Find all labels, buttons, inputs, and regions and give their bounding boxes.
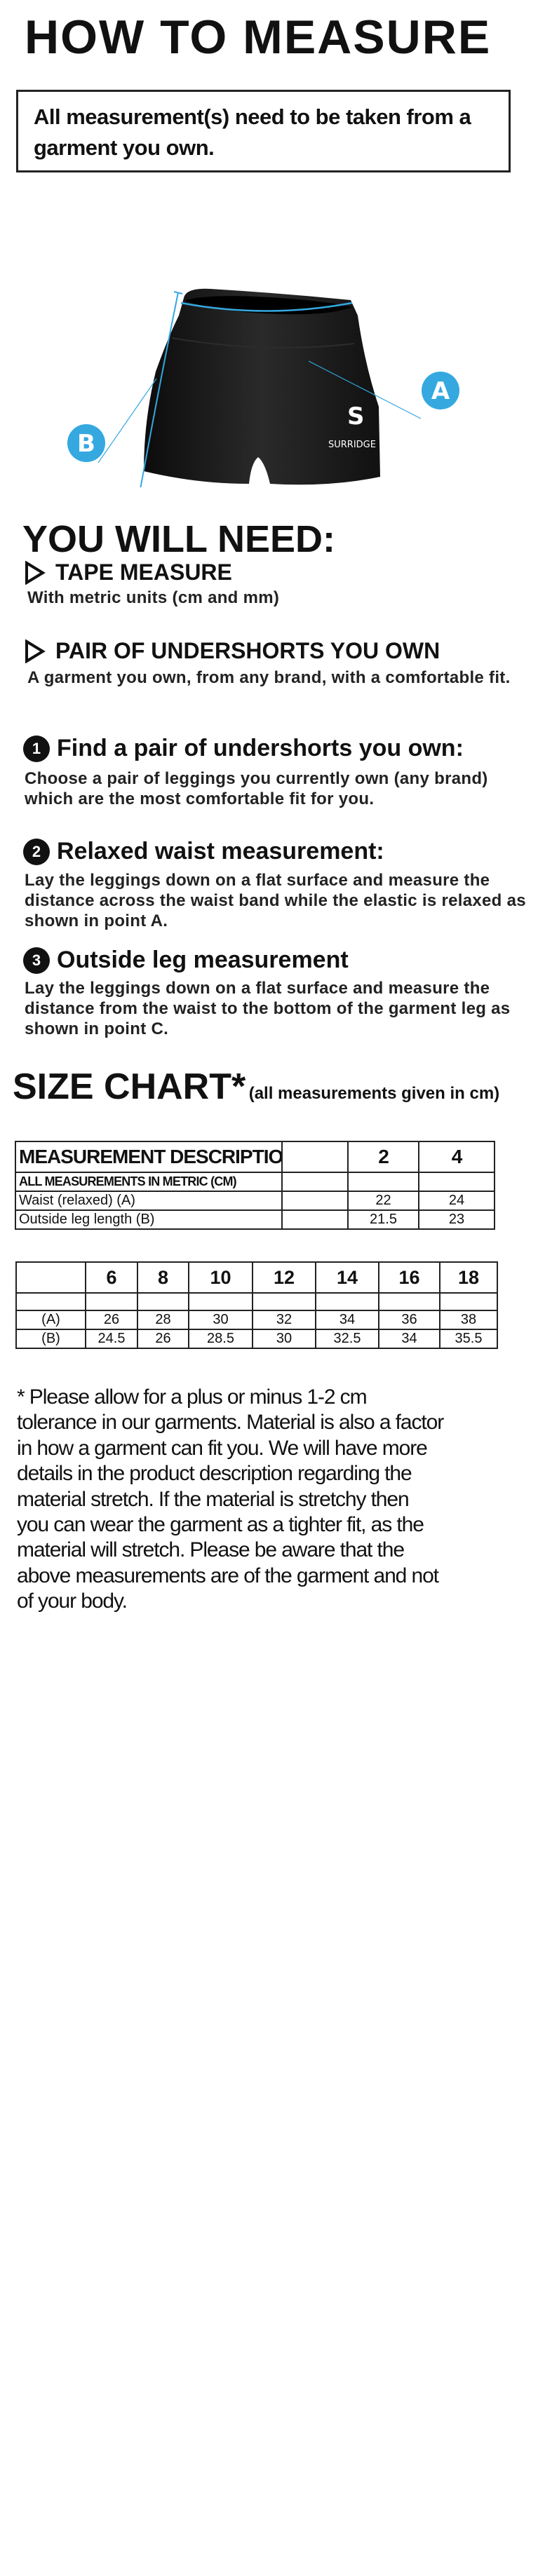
table-subheader-row: ALL MEASUREMENTS IN METRIC (CM) bbox=[15, 1172, 495, 1192]
table-cell bbox=[15, 1292, 86, 1311]
header-cell: 4 bbox=[418, 1141, 495, 1173]
point-a-marker: A bbox=[422, 372, 459, 409]
tolerance-footnote: * Please allow for a plus or minus 1-2 c… bbox=[17, 1385, 444, 1613]
table-cell: 24 bbox=[418, 1191, 495, 1211]
table-cell: 28.5 bbox=[188, 1329, 253, 1349]
table-cell bbox=[315, 1292, 379, 1311]
header-cell: 6 bbox=[85, 1261, 138, 1294]
need-item-title: TAPE MEASURE bbox=[55, 560, 232, 585]
header-cell: 16 bbox=[378, 1261, 441, 1294]
size-chart-subtitle: (all measurements given in cm) bbox=[248, 1084, 500, 1103]
step-title: Outside leg measurement bbox=[57, 947, 349, 973]
step-3-title: 3 Outside leg measurement bbox=[23, 947, 349, 974]
table-cell bbox=[281, 1191, 349, 1211]
table-cell: 34 bbox=[315, 1310, 379, 1330]
play-triangle-icon bbox=[25, 639, 46, 663]
header-cell: 2 bbox=[347, 1141, 419, 1173]
subheader-cell: ALL MEASUREMENTS IN METRIC (CM) bbox=[15, 1172, 283, 1192]
table-cell bbox=[439, 1292, 498, 1311]
table-cell: 34 bbox=[378, 1329, 441, 1349]
table-cell: 22 bbox=[347, 1191, 419, 1211]
subheader-cell bbox=[347, 1172, 419, 1192]
table-cell: 36 bbox=[378, 1310, 441, 1330]
size-table-adult: 6 8 10 12 14 16 18 (A) 26 28 30 32 34 36 38 (B) 24.5 26… bbox=[15, 1261, 498, 1349]
play-triangle-icon bbox=[25, 560, 46, 585]
header-cell: 8 bbox=[137, 1261, 189, 1294]
shorts-garment bbox=[144, 288, 380, 485]
subheader-cell bbox=[281, 1172, 349, 1192]
table-cell: 26 bbox=[137, 1329, 189, 1349]
table-header-row: MEASUREMENT DESCRIPTION 2 4 bbox=[15, 1141, 495, 1173]
header-cell bbox=[15, 1261, 86, 1294]
size-chart-title: SIZE CHART* bbox=[13, 1066, 246, 1107]
step-title: Relaxed waist measurement: bbox=[57, 838, 384, 865]
shorts-diagram: S SURRIDGE A B bbox=[67, 288, 459, 487]
table-cell bbox=[137, 1292, 189, 1311]
table-cell: 28 bbox=[137, 1310, 189, 1330]
brand-text: SURRIDGE bbox=[328, 440, 376, 450]
table-cell: Waist (relaxed) (A) bbox=[15, 1191, 283, 1211]
page-title: HOW TO MEASURE bbox=[25, 11, 492, 64]
table-cell bbox=[281, 1209, 349, 1230]
table-cell: 26 bbox=[85, 1310, 138, 1330]
need-item-tape-title: TAPE MEASURE bbox=[25, 560, 232, 585]
step-desc: Lay the leggings down on a flat surface … bbox=[25, 871, 526, 930]
table-row: Waist (relaxed) (A) 22 24 bbox=[15, 1191, 495, 1211]
point-a-label: A bbox=[431, 377, 450, 405]
table-cell: 24.5 bbox=[85, 1329, 138, 1349]
step-title: Find a pair of undershorts you own: bbox=[57, 735, 464, 761]
header-cell: 12 bbox=[252, 1261, 316, 1294]
subheader-cell bbox=[418, 1172, 495, 1192]
table-cell: 21.5 bbox=[347, 1209, 419, 1230]
table-cell: 35.5 bbox=[439, 1329, 498, 1349]
table-cell: (B) bbox=[15, 1329, 86, 1349]
table-row: (A) 26 28 30 32 34 36 38 bbox=[15, 1310, 498, 1330]
number-2-icon: 2 bbox=[23, 838, 50, 865]
step-desc: Lay the leggings down on a flat surface … bbox=[25, 979, 511, 1038]
number-3-icon: 3 bbox=[23, 947, 50, 974]
step-1-title: 1 Find a pair of undershorts you own: bbox=[23, 735, 464, 762]
table-row: (B) 24.5 26 28.5 30 32.5 34 35.5 bbox=[15, 1329, 498, 1349]
measurement-lines bbox=[97, 291, 422, 487]
need-item-undershorts-title: PAIR OF UNDERSHORTS YOU OWN bbox=[25, 638, 440, 664]
size-table-toddler: MEASUREMENT DESCRIPTION 2 4 ALL MEASUREM… bbox=[15, 1141, 495, 1230]
header-cell: 14 bbox=[315, 1261, 379, 1294]
table-header-row: 6 8 10 12 14 16 18 bbox=[15, 1261, 498, 1294]
notice-box: All measurement(s) need to be taken from… bbox=[16, 90, 511, 172]
need-item-desc: A garment you own, from any brand, with … bbox=[27, 668, 511, 687]
need-item-desc: With metric units (cm and mm) bbox=[27, 588, 280, 607]
header-cell: MEASUREMENT DESCRIPTION bbox=[15, 1141, 283, 1173]
table-cell: 30 bbox=[252, 1329, 316, 1349]
table-cell: 32.5 bbox=[315, 1329, 379, 1349]
step-desc: Choose a pair of leggings you currently … bbox=[25, 769, 488, 808]
table-cell bbox=[85, 1292, 138, 1311]
point-b-label: B bbox=[77, 430, 95, 458]
header-cell bbox=[281, 1141, 349, 1173]
need-item-title: PAIR OF UNDERSHORTS YOU OWN bbox=[55, 638, 441, 663]
table-cell: 32 bbox=[252, 1310, 316, 1330]
notice-text: All measurement(s) need to be taken from… bbox=[34, 104, 471, 160]
brand-logo: S SURRIDGE bbox=[328, 402, 376, 450]
table-cell: Outside leg length (B) bbox=[15, 1209, 283, 1230]
table-blank-row bbox=[15, 1292, 498, 1311]
header-cell: 18 bbox=[439, 1261, 498, 1294]
header-cell: 10 bbox=[188, 1261, 253, 1294]
table-cell: 38 bbox=[439, 1310, 498, 1330]
table-cell bbox=[188, 1292, 253, 1311]
table-row: Outside leg length (B) 21.5 23 bbox=[15, 1209, 495, 1230]
number-1-icon: 1 bbox=[23, 735, 50, 762]
table-cell: 30 bbox=[188, 1310, 253, 1330]
step-2-title: 2 Relaxed waist measurement: bbox=[23, 838, 384, 865]
svg-text:S: S bbox=[347, 402, 365, 431]
table-cell bbox=[252, 1292, 316, 1311]
you-will-need-heading: YOU WILL NEED: bbox=[22, 518, 336, 560]
table-cell bbox=[378, 1292, 441, 1311]
size-chart-heading: SIZE CHART* (all measurements given in c… bbox=[13, 1066, 499, 1108]
table-cell: (A) bbox=[15, 1310, 86, 1330]
table-cell: 23 bbox=[418, 1209, 495, 1230]
point-b-marker: B bbox=[67, 424, 105, 462]
